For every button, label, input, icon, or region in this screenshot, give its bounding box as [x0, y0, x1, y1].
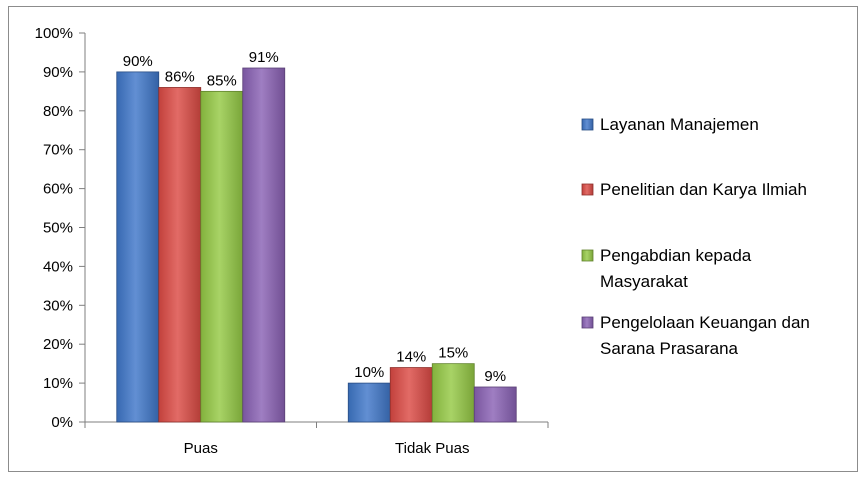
axes: 0% 10% 20% 30% 40% 50% 60% 70% 80% 90% 100% Puas Tid…: [35, 25, 549, 457]
y-tick-label: 80%: [43, 103, 73, 120]
bars: [116, 67, 517, 423]
legend-item: Pengabdian kepada Masyarakat: [581, 246, 752, 291]
legend-swatch: [581, 118, 594, 131]
data-label: 14%: [396, 349, 426, 366]
x-category-label: Tidak Puas: [395, 440, 469, 457]
data-label: 86%: [165, 68, 195, 85]
y-tick-label: 10%: [43, 375, 73, 392]
legend: Layanan Manajemen Penelitian dan Karya Il…: [581, 115, 810, 358]
y-tick-label: 100%: [35, 25, 73, 42]
legend-swatch: [581, 183, 594, 196]
y-tick-label: 40%: [43, 258, 73, 275]
data-label: 9%: [484, 368, 506, 385]
bar: [347, 382, 391, 423]
legend-label: Masyarakat: [600, 272, 688, 291]
legend-item: Layanan Manajemen: [581, 115, 759, 134]
bar: [242, 67, 286, 423]
legend-label: Pengabdian kepada: [600, 246, 752, 265]
bar: [431, 363, 475, 423]
legend-item: Penelitian dan Karya Ilmiah: [581, 180, 807, 199]
data-label: 90%: [123, 53, 153, 70]
legend-label: Layanan Manajemen: [600, 115, 759, 134]
y-tick-label: 50%: [43, 220, 73, 237]
data-label: 10%: [354, 364, 384, 381]
bar: [158, 87, 202, 423]
data-label: 85%: [207, 72, 237, 89]
data-label: 15%: [438, 345, 468, 362]
bar: [116, 71, 160, 423]
data-label: 91%: [249, 49, 279, 66]
data-labels: 90% 86% 85% 91% 10% 14% 15% 9%: [123, 49, 506, 385]
bar: [389, 367, 433, 423]
bar: [473, 386, 517, 423]
y-tick-label: 0%: [51, 414, 73, 431]
legend-swatch: [581, 249, 594, 262]
y-tick-label: 30%: [43, 297, 73, 314]
legend-item: Pengelolaan Keuangan dan Sarana Prasarana: [581, 313, 810, 358]
y-tick-label: 70%: [43, 142, 73, 159]
x-category-label: Puas: [184, 440, 218, 457]
legend-label: Pengelolaan Keuangan dan: [600, 313, 810, 332]
y-tick-label: 60%: [43, 181, 73, 198]
legend-label: Sarana Prasarana: [600, 339, 739, 358]
legend-label: Penelitian dan Karya Ilmiah: [600, 180, 807, 199]
bar: [200, 90, 244, 423]
y-tick-label: 20%: [43, 336, 73, 353]
y-tick-label: 90%: [43, 64, 73, 81]
legend-swatch: [581, 316, 594, 329]
